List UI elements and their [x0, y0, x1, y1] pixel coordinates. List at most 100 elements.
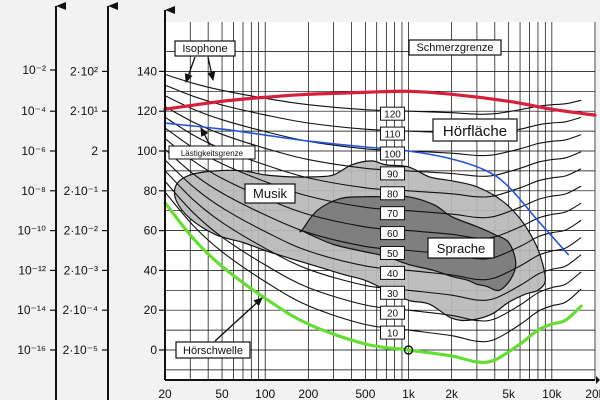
series-schmerzgrenze	[163, 89, 597, 117]
phon-label-text: 30	[387, 289, 399, 300]
phon-label-text: 10	[387, 329, 399, 340]
annotation-schmerzgrenze: Schmerzgrenze	[416, 42, 493, 54]
x-tick-label: 500	[355, 387, 375, 400]
isophone-120	[164, 73, 582, 115]
phon-label-box	[380, 126, 406, 141]
phon-label-40: 40	[380, 265, 406, 280]
intensity-tick-label: 10⁻¹⁰	[18, 224, 47, 238]
isophone-30	[164, 170, 582, 301]
phon-label-box	[380, 305, 406, 320]
sprache-annotation: Sprache	[427, 237, 495, 259]
pressure-tick-label: 2·10²	[70, 64, 98, 78]
x-tick-label: 20	[158, 387, 172, 400]
hoerflaeche-annotation: Hörfläche	[432, 118, 518, 142]
phon-label-text: 60	[387, 229, 399, 240]
schmerzgrenze-annotation: Schmerzgrenze	[408, 39, 502, 56]
x-tick-label: 2k	[445, 387, 459, 400]
hoerschwelle-annotation: Hörschwelle	[175, 297, 263, 359]
pressure-tick-label: 2	[91, 144, 98, 158]
intensity-tick-label-top: 10⁻²	[22, 63, 46, 77]
phon-label-60: 60	[380, 226, 406, 241]
x-axis-arrow	[596, 376, 600, 384]
phon-label-120: 120	[380, 106, 406, 121]
x-tick-label: 5k	[502, 387, 516, 400]
y-tick-label: 80	[144, 184, 158, 198]
intensity-tick-label: 10⁻⁴	[21, 104, 46, 118]
phon-label-50: 50	[380, 245, 406, 260]
series-hrschwelle	[163, 201, 583, 364]
phon-label-box	[380, 106, 406, 121]
pressure-tick-label: 2·10⁻⁴	[62, 303, 98, 317]
intensity-tick-label: 10⁻¹⁶	[17, 343, 46, 357]
pressure-tick-label: 2·10⁻²	[64, 224, 98, 238]
phon-label-20: 20	[380, 305, 406, 320]
phon-label-70: 70	[380, 206, 406, 221]
annotations: Isophone Schmerzgrenze Lästigkeitsgrenze…	[168, 39, 518, 359]
phon-label-box	[380, 325, 406, 340]
phon-label-text: 80	[387, 189, 399, 200]
phon-label-text: 90	[387, 169, 399, 180]
x-tick-label: 100	[255, 387, 275, 400]
x-tick-label: 20k	[585, 387, 600, 400]
pressure-tick-label: 2·10⁻⁵	[63, 343, 98, 357]
intensity-tick-label: 10⁻¹⁴	[17, 303, 46, 317]
isophone-annotation: Isophone	[174, 40, 236, 83]
phon-label-box	[380, 146, 406, 161]
y-tick-label: 140	[137, 64, 157, 78]
intensity-tick-label: 10⁻⁶	[21, 144, 46, 158]
phon-label-text: 120	[384, 110, 401, 121]
y-tick-label: 100	[137, 144, 157, 158]
x-tick-label: 1k	[402, 387, 416, 400]
x-tick-label: 10k	[542, 387, 562, 400]
isophone-60	[164, 138, 582, 239]
annotation-sprache: Sprache	[437, 241, 485, 256]
y-tick-label: 0	[150, 343, 157, 357]
annotation-laestigkeitsgrenze: Lästigkeitsgrenze	[181, 149, 244, 158]
intensity-tick-label: 10⁻¹²	[18, 263, 46, 277]
phon-label-box	[380, 265, 406, 280]
musik-annotation: Musik	[244, 183, 296, 204]
series-lines	[163, 89, 597, 364]
axes: 0 20 40 60 80 100 120 140 20 50 100 200 500 1k 2k 5k 10k…	[17, 2, 600, 400]
phon-label-10: 10	[380, 325, 406, 340]
phon-label-text: 40	[387, 269, 399, 280]
phon-label-box	[380, 186, 406, 201]
phon-label-box	[380, 285, 406, 300]
y-tick-label: 60	[144, 224, 158, 238]
phon-label-text: 110	[385, 130, 401, 141]
phon-label-text: 50	[387, 249, 399, 260]
phon-label-box	[380, 226, 406, 241]
isophone-100	[164, 95, 582, 157]
y-tick-label: 20	[144, 303, 158, 317]
isophone-20	[164, 180, 582, 322]
series-lstigkeitsgrenze	[164, 122, 569, 256]
y-tick-label: 120	[137, 104, 157, 118]
pressure-tick-label: 2·10¹	[70, 104, 98, 118]
annotation-hoerschwelle: Hörschwelle	[183, 345, 243, 357]
annotation-isophone: Isophone	[182, 43, 227, 55]
isophone-90	[164, 106, 582, 177]
isophone-40	[164, 159, 582, 281]
phon-label-box	[380, 166, 406, 181]
reference-point-1k	[403, 345, 414, 355]
phon-label-100: 100	[380, 146, 406, 161]
phon-label-80: 80	[380, 186, 406, 201]
annotation-musik: Musik	[253, 186, 287, 201]
laestigkeitsgrenze-annotation: Lästigkeitsgrenze	[168, 127, 256, 160]
y-tick-label: 40	[144, 263, 158, 277]
x-tick-label: 50	[215, 387, 229, 400]
phon-label-text: 20	[387, 309, 399, 320]
isophone-10	[164, 191, 582, 343]
annotation-hoerflaeche: Hörfläche	[443, 123, 507, 140]
x-tick-label: 200	[298, 387, 318, 400]
phon-label-box	[380, 245, 406, 260]
phon-label-text: 100	[384, 149, 401, 160]
phon-label-30: 30	[380, 285, 406, 300]
intensity-tick-label: 10⁻⁸	[21, 184, 46, 198]
pressure-tick-label: 2·10⁻¹	[64, 184, 98, 198]
phon-label-text: 70	[387, 209, 399, 220]
phon-label-90: 90	[380, 166, 406, 181]
phon-label-110: 110	[380, 126, 406, 141]
phon-label-box	[380, 206, 406, 221]
